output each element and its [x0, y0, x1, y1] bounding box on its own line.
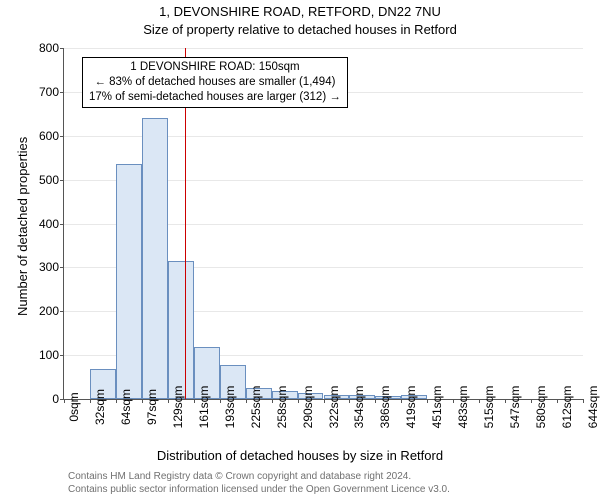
x-tick-label: 193sqm [223, 386, 237, 429]
x-tick-label: 515sqm [482, 386, 496, 429]
x-tick-mark [298, 399, 299, 403]
y-tick-label: 100 [19, 348, 59, 362]
x-tick-label: 322sqm [327, 386, 341, 429]
x-tick-label: 580sqm [534, 386, 548, 429]
x-tick-label: 64sqm [119, 389, 133, 425]
x-tick-mark [557, 399, 558, 403]
x-tick-mark [116, 399, 117, 403]
x-tick-label: 483sqm [456, 386, 470, 429]
plot-area: 1 DEVONSHIRE ROAD: 150sqm ← 83% of detac… [63, 48, 583, 400]
x-tick-label: 225sqm [249, 386, 263, 429]
x-tick-mark [142, 399, 143, 403]
x-tick-mark [64, 399, 65, 403]
histogram-bar [142, 118, 168, 399]
x-tick-mark [324, 399, 325, 403]
gridline [64, 48, 583, 49]
x-tick-mark [427, 399, 428, 403]
chart-container: { "header": { "title": "1, DEVONSHIRE RO… [0, 0, 600, 500]
x-tick-label: 386sqm [378, 386, 392, 429]
y-tick-mark [60, 136, 64, 137]
x-tick-mark [401, 399, 402, 403]
footer-line-2: Contains public sector information licen… [68, 484, 450, 497]
y-tick-label: 0 [19, 392, 59, 406]
x-tick-label: 97sqm [145, 389, 159, 425]
x-tick-mark [505, 399, 506, 403]
y-tick-mark [60, 224, 64, 225]
x-tick-mark [531, 399, 532, 403]
x-tick-label: 547sqm [508, 386, 522, 429]
histogram-bar [168, 261, 194, 399]
x-tick-mark [583, 399, 584, 403]
x-tick-mark [90, 399, 91, 403]
x-tick-mark [453, 399, 454, 403]
annotation-line-1: 1 DEVONSHIRE ROAD: 150sqm [89, 60, 341, 75]
x-tick-mark [246, 399, 247, 403]
y-tick-label: 700 [19, 85, 59, 99]
y-tick-mark [60, 48, 64, 49]
y-tick-mark [60, 180, 64, 181]
x-tick-label: 0sqm [67, 392, 81, 421]
x-tick-label: 290sqm [301, 386, 315, 429]
chart-title: 1, DEVONSHIRE ROAD, RETFORD, DN22 7NU [0, 4, 600, 19]
y-tick-mark [60, 355, 64, 356]
x-tick-mark [272, 399, 273, 403]
footer-line-1: Contains HM Land Registry data © Crown c… [68, 471, 450, 484]
x-tick-label: 161sqm [197, 386, 211, 429]
x-tick-label: 419sqm [404, 386, 418, 429]
x-tick-label: 451sqm [430, 386, 444, 429]
annotation-line-3: 17% of semi-detached houses are larger (… [89, 90, 341, 105]
x-tick-mark [349, 399, 350, 403]
chart-subtitle: Size of property relative to detached ho… [0, 22, 600, 37]
y-tick-mark [60, 267, 64, 268]
histogram-bar [116, 164, 142, 399]
footer-attribution: Contains HM Land Registry data © Crown c… [68, 471, 450, 496]
y-tick-mark [60, 92, 64, 93]
annotation-line-2: ← 83% of detached houses are smaller (1,… [89, 75, 341, 90]
annotation-box: 1 DEVONSHIRE ROAD: 150sqm ← 83% of detac… [82, 57, 348, 108]
x-tick-label: 644sqm [586, 386, 600, 429]
x-tick-label: 32sqm [93, 389, 107, 425]
x-tick-mark [220, 399, 221, 403]
x-tick-mark [194, 399, 195, 403]
x-axis-label: Distribution of detached houses by size … [0, 448, 600, 463]
y-tick-label: 800 [19, 41, 59, 55]
x-tick-label: 258sqm [275, 386, 289, 429]
x-tick-mark [168, 399, 169, 403]
y-axis-label: Number of detached properties [15, 137, 30, 316]
x-tick-label: 129sqm [171, 386, 185, 429]
x-tick-label: 612sqm [560, 386, 574, 429]
y-tick-mark [60, 311, 64, 312]
x-tick-mark [479, 399, 480, 403]
x-tick-mark [375, 399, 376, 403]
x-tick-label: 354sqm [352, 386, 366, 429]
